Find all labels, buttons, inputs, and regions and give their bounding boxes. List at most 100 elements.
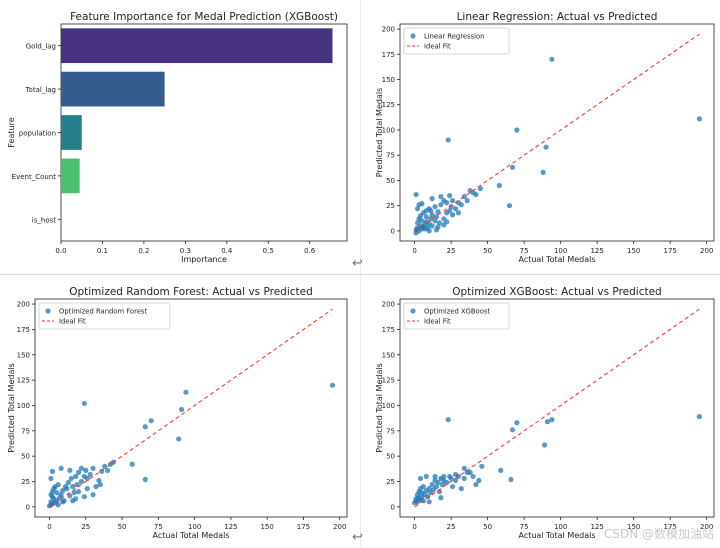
data-point: [464, 198, 470, 204]
x-tick-label: 0.6: [304, 247, 316, 255]
data-point: [479, 463, 485, 469]
y-tick-label: 100: [382, 402, 395, 410]
data-point: [449, 198, 456, 204]
legend-marker: [410, 33, 416, 39]
data-point: [423, 214, 429, 220]
data-point: [433, 227, 440, 233]
data-point: [426, 499, 432, 505]
x-tick-label: 150: [627, 247, 640, 255]
data-point: [84, 475, 90, 482]
return-arrow-icon[interactable]: ↩: [352, 530, 363, 545]
data-point: [449, 483, 456, 490]
legend-box: [403, 302, 510, 330]
y-tick-label: 150: [17, 351, 30, 359]
data-point: [477, 185, 483, 192]
watermark: CSDN @数模加油站: [603, 527, 714, 541]
data-point: [476, 477, 482, 484]
x-axis-label: Actual Total Medals: [152, 531, 229, 540]
data-point: [458, 486, 464, 492]
data-point: [65, 479, 71, 486]
legend-label: Ideal Fit: [424, 318, 451, 326]
y-tick-label: 0: [391, 227, 395, 235]
data-point: [49, 468, 56, 474]
y-tick-label: 25: [386, 478, 395, 486]
data-point: [433, 214, 440, 220]
data-point: [509, 427, 516, 433]
data-point: [70, 498, 76, 504]
y-tick-label: 25: [386, 202, 395, 210]
data-point: [104, 467, 111, 473]
x-tick-label: 0.0: [55, 247, 66, 255]
x-tick-label: 175: [297, 523, 310, 531]
data-point: [81, 400, 87, 407]
data-point: [429, 196, 435, 202]
data-point: [129, 461, 135, 467]
y-tick-label: Gold_lag: [26, 43, 56, 51]
bar-Event_Count: [61, 158, 80, 194]
data-point: [413, 191, 419, 198]
data-point: [541, 442, 548, 448]
legend-label: Ideal Fit: [424, 43, 451, 51]
data-point: [75, 489, 82, 495]
y-tick-label: Event_Count: [12, 173, 57, 181]
data-point: [90, 492, 96, 498]
data-point: [432, 473, 438, 480]
data-point: [67, 467, 73, 473]
data-point: [438, 193, 444, 200]
data-point: [696, 414, 702, 420]
x-tick-label: 0: [412, 247, 416, 255]
x-tick-label: 0.1: [97, 247, 108, 255]
y-tick-label: 175: [382, 51, 395, 59]
data-point: [441, 473, 447, 480]
data-point: [429, 223, 435, 229]
x-axis-label: Actual Total Medals: [518, 255, 595, 264]
data-point: [58, 465, 64, 471]
x-tick-label: 175: [663, 247, 676, 255]
bar-Gold_lag: [61, 28, 333, 64]
data-point: [90, 465, 96, 471]
data-point: [428, 216, 434, 222]
data-point: [445, 417, 451, 423]
data-point: [426, 486, 432, 492]
legend-marker: [45, 308, 51, 314]
plot-frame: [34, 298, 348, 518]
bar-population: [61, 115, 82, 150]
x-tick-label: 125: [590, 247, 603, 255]
data-point: [54, 490, 60, 496]
bar-Total_lag: [61, 71, 165, 107]
x-tick-label: 100: [188, 523, 201, 531]
plot-frame: [399, 298, 715, 518]
data-point: [433, 483, 440, 490]
data-point: [419, 218, 425, 224]
data-point: [73, 473, 79, 480]
data-point: [432, 204, 438, 210]
data-point: [696, 116, 702, 122]
x-tick-label: 0: [47, 523, 51, 531]
x-tick-label: 25: [81, 523, 90, 531]
data-point: [67, 493, 73, 499]
legend-label: Optimized Random Forest: [59, 308, 147, 316]
data-point: [452, 206, 459, 212]
data-point: [496, 182, 502, 189]
y-tick-label: 175: [382, 326, 395, 334]
y-tick-label: 150: [382, 76, 395, 84]
data-point: [438, 202, 444, 208]
y-tick-label: 200: [17, 301, 30, 309]
legend-box: [403, 27, 510, 55]
data-point: [461, 465, 467, 471]
y-tick-label: population: [19, 130, 56, 138]
return-arrow-icon[interactable]: ↩: [352, 256, 363, 271]
x-tick-label: 100: [554, 523, 567, 531]
y-tick-label: 50: [386, 177, 395, 185]
x-tick-label: 75: [520, 247, 529, 255]
data-point: [425, 494, 431, 500]
data-point: [428, 208, 434, 214]
data-point: [549, 417, 555, 423]
y-axis-label: Predicted Total Medals: [7, 363, 16, 453]
data-point: [84, 486, 90, 492]
data-point: [540, 169, 546, 175]
data-point: [329, 382, 336, 388]
x-tick-label: 25: [447, 247, 456, 255]
data-point: [420, 483, 426, 490]
